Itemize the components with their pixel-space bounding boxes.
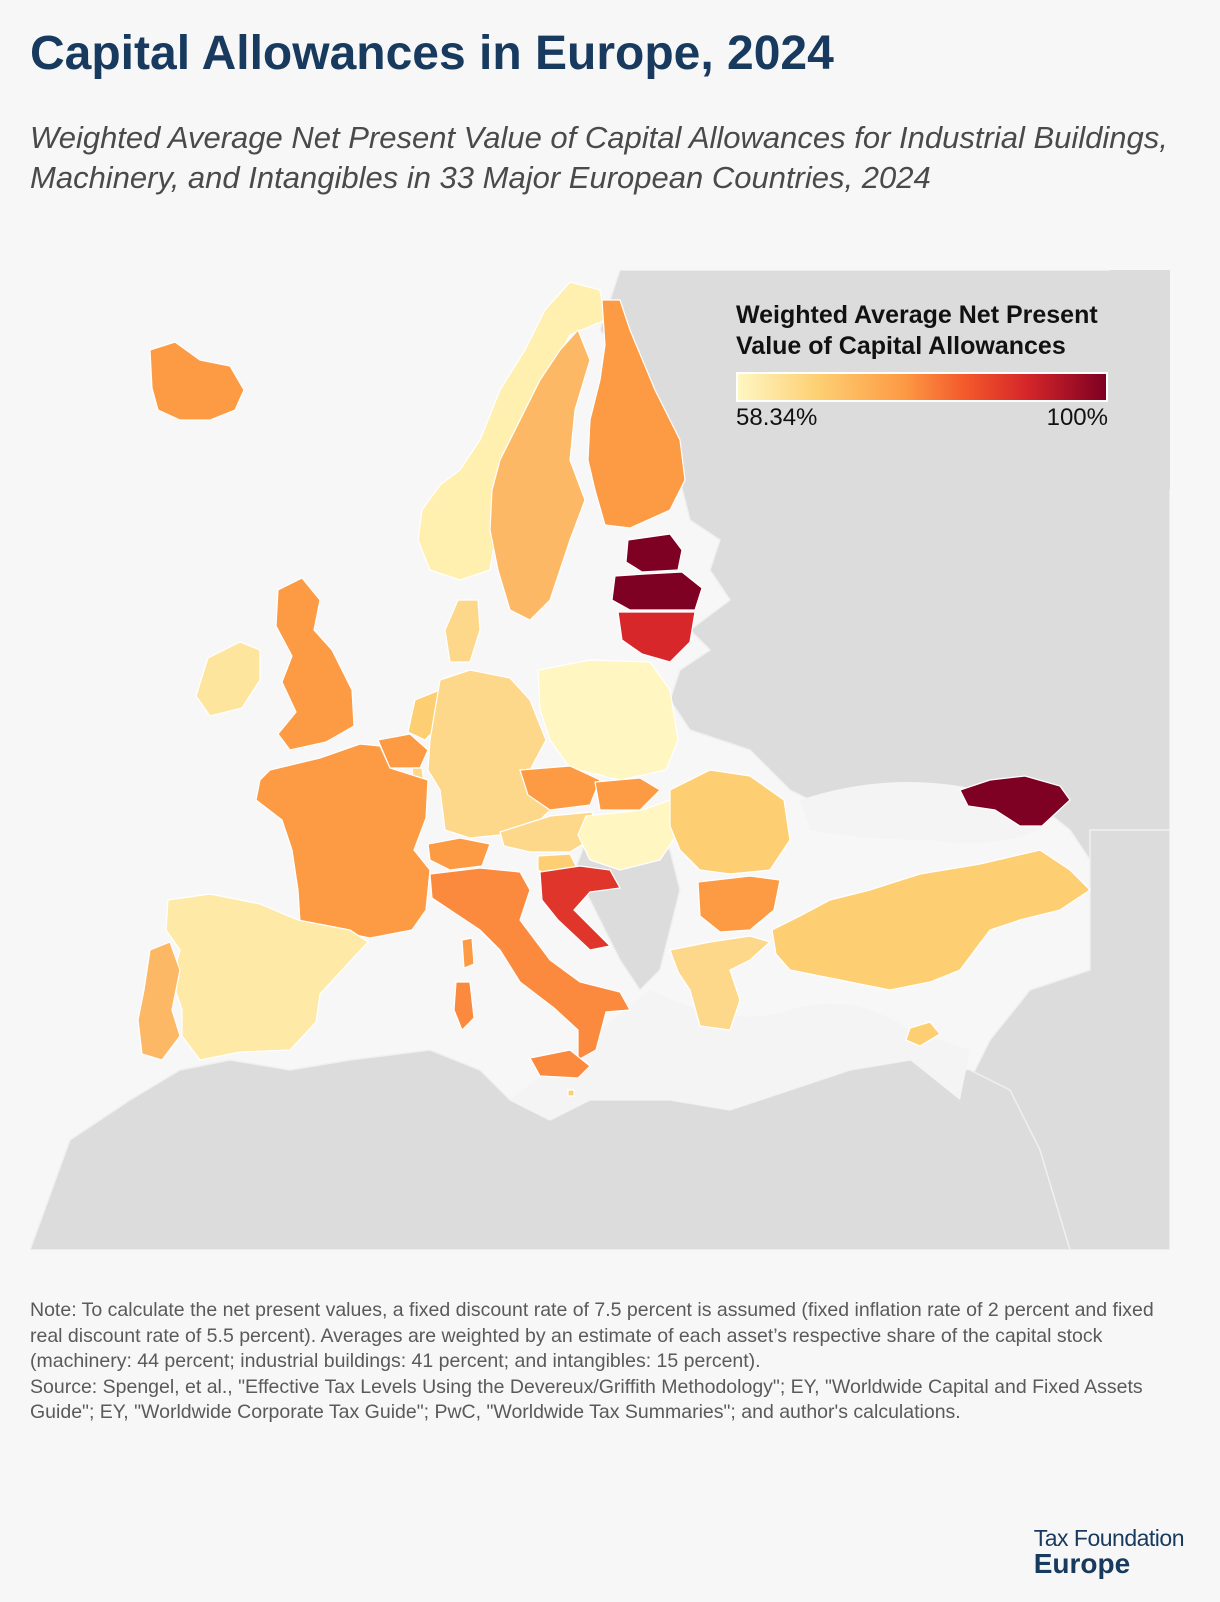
country-greece	[669, 935, 772, 1031]
country-hungary	[577, 799, 681, 871]
country-czech-republic	[519, 765, 601, 811]
non-data-land	[28, 269, 1171, 1251]
country-switzerland	[427, 837, 491, 871]
country-iceland	[149, 341, 245, 421]
country-latvia	[611, 571, 703, 611]
map-svg	[28, 269, 1171, 1251]
legend-min-label: 58.34%	[736, 404, 818, 431]
country-italy	[429, 867, 631, 1062]
logo-line2: Europe	[1033, 1548, 1131, 1579]
country-sardinia	[453, 981, 475, 1032]
tax-foundation-logo: Tax Foundation Europe	[1033, 1525, 1185, 1580]
source-text: Source: Spengel, et al., "Effective Tax …	[30, 1375, 1143, 1424]
logo-line1: Tax Foundation	[1033, 1525, 1185, 1551]
legend-max-label: 100%	[1046, 404, 1108, 431]
country-sicily	[529, 1049, 591, 1079]
europe-map	[28, 269, 1171, 1251]
country-france	[255, 743, 431, 939]
country-slovakia	[594, 777, 661, 811]
note-text: Note: To calculate the net present value…	[30, 1299, 1154, 1373]
country-georgia	[959, 775, 1071, 827]
country-ireland	[195, 641, 261, 717]
country-denmark	[444, 599, 481, 663]
country-turkey	[771, 849, 1091, 991]
country-finland	[587, 299, 686, 529]
country-romania	[669, 769, 791, 875]
country-cyprus	[905, 1021, 941, 1047]
country-norway	[417, 281, 606, 581]
country-malta	[567, 1089, 575, 1097]
mediterranean-sea	[510, 990, 970, 1120]
country-estonia	[625, 533, 683, 573]
legend-labels: 58.34% 100%	[736, 404, 1108, 434]
legend: Weighted Average Net Present Value of Ca…	[736, 300, 1116, 434]
country-lithuania	[617, 611, 696, 663]
footnote: Note: To calculate the net present value…	[30, 1298, 1190, 1426]
chart-subtitle: Weighted Average Net Present Value of Ca…	[30, 120, 1168, 195]
country-corsica	[461, 937, 475, 969]
legend-color-scale	[736, 372, 1108, 402]
country-portugal	[137, 941, 181, 1061]
country-sweden	[489, 328, 591, 621]
country-poland	[537, 659, 679, 781]
legend-title: Weighted Average Net Present Value of Ca…	[736, 301, 1098, 360]
country-bulgaria	[697, 875, 781, 933]
chart-title: Capital Allowances in Europe, 2024	[30, 27, 834, 80]
country-united-kingdom	[275, 577, 355, 751]
country-croatia	[539, 865, 621, 951]
